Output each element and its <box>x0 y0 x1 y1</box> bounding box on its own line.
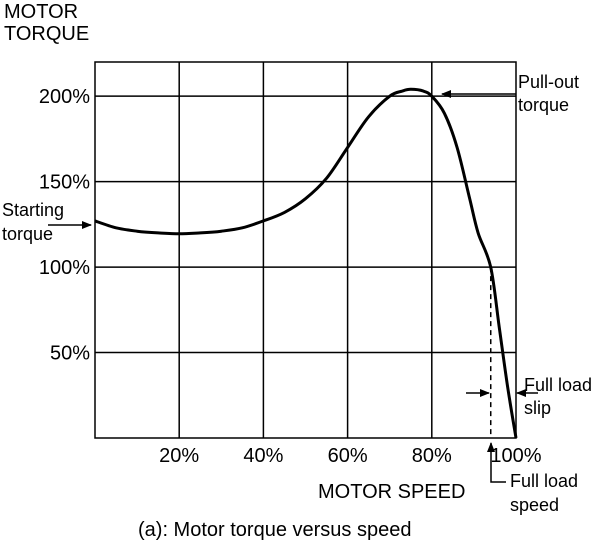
plot-frame <box>94 61 517 439</box>
x-tick-label: 80% <box>412 445 452 467</box>
grid <box>95 62 516 438</box>
x-tick-label: 40% <box>243 445 283 467</box>
full-load-speed-label-line2: speed <box>510 495 559 515</box>
full-load-slip-label-line1: Full load <box>524 375 592 395</box>
y-tick-label: 50% <box>50 343 90 365</box>
chart-caption: (a): Motor torque versus speed <box>138 519 411 541</box>
full-load-speed-pointer <box>487 442 506 483</box>
x-tick-label: 60% <box>328 445 368 467</box>
series-layer <box>94 87 518 439</box>
full-load-slip-label-line2: slip <box>524 398 551 418</box>
starting-torque-label-line2: torque <box>2 224 53 244</box>
x-axis-label: MOTOR SPEED <box>318 481 465 503</box>
tick-labels: 20% 40% 60% 80% 100% 50% 100% 150% 200% <box>39 86 542 467</box>
x-tick-label: 20% <box>159 445 199 467</box>
full-load-speed-label-line1: Full load <box>510 471 578 491</box>
y-tick-label: 150% <box>39 172 90 194</box>
x-tick-label: 100% <box>490 445 541 467</box>
starting-torque-label-line1: Starting <box>2 200 64 220</box>
y-axis-label-line2: TORQUE <box>4 23 89 45</box>
y-tick-label: 200% <box>39 86 90 108</box>
torque-curve <box>94 87 518 439</box>
y-axis-label-line1: MOTOR <box>4 1 78 23</box>
y-tick-label: 100% <box>39 257 90 279</box>
pullout-torque-label-line1: Pull-out <box>518 72 579 92</box>
pullout-torque-label-line2: torque <box>518 95 569 115</box>
